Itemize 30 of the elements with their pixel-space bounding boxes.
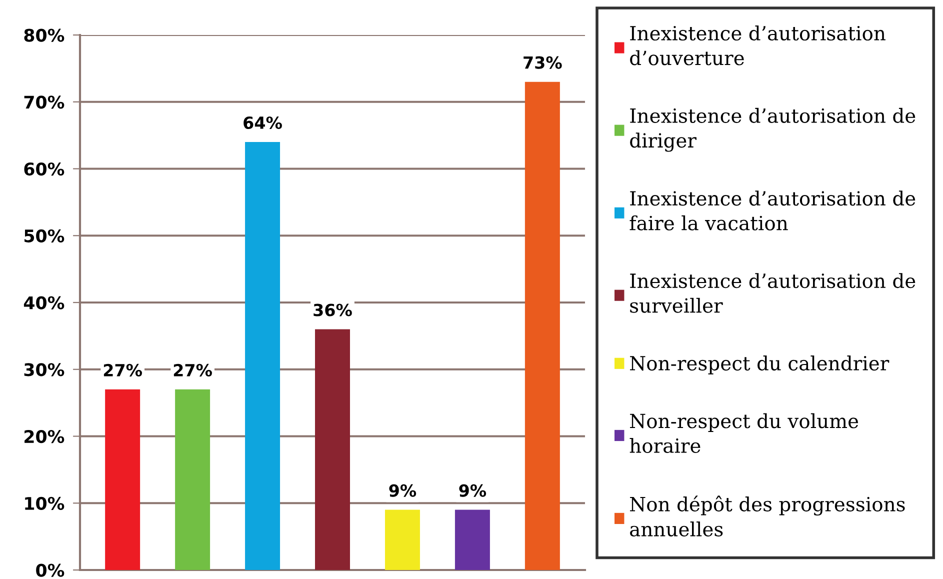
data-label: 73% bbox=[524, 56, 562, 69]
bar bbox=[384, 510, 420, 570]
bar bbox=[524, 82, 560, 570]
data-label: 27% bbox=[104, 364, 142, 376]
bar bbox=[315, 329, 350, 570]
legend-label: Inexistence d’autorisation de faire la vacation bbox=[630, 190, 916, 230]
data-label: 36% bbox=[314, 304, 352, 316]
data-label: 27% bbox=[174, 364, 212, 376]
data-label: 64% bbox=[244, 116, 282, 130]
bar bbox=[105, 389, 140, 570]
data-label: 9% bbox=[459, 484, 486, 497]
legend-label: Non-respect du volume horaire bbox=[630, 413, 858, 454]
legend-label: Non dépôt des progressions annuelles bbox=[630, 496, 905, 536]
bar bbox=[454, 510, 490, 570]
legend-label: Inexistence d’autorisation de diriger bbox=[630, 108, 916, 152]
legend-label: Inexistence d’autorisation de surveiller bbox=[630, 273, 916, 313]
y-tick-label: 10% bbox=[25, 496, 64, 510]
y-tick-label: 80% bbox=[24, 28, 64, 42]
y-tick-label: 40% bbox=[24, 296, 64, 310]
y-tick-label: 60% bbox=[24, 162, 64, 176]
bar bbox=[245, 142, 280, 570]
data-label: 9% bbox=[389, 484, 416, 497]
y-tick-label: 50% bbox=[24, 229, 64, 242]
y-tick-label: 0% bbox=[36, 564, 64, 577]
y-tick-label: 20% bbox=[24, 430, 64, 444]
legend-label: Inexistence d’autorisation d’ouverture bbox=[630, 26, 886, 66]
y-tick-label: 70% bbox=[24, 96, 64, 109]
legend-label: Non-respect du calendrier bbox=[630, 356, 890, 374]
y-tick-label: 30% bbox=[24, 363, 64, 376]
bar bbox=[175, 389, 210, 570]
